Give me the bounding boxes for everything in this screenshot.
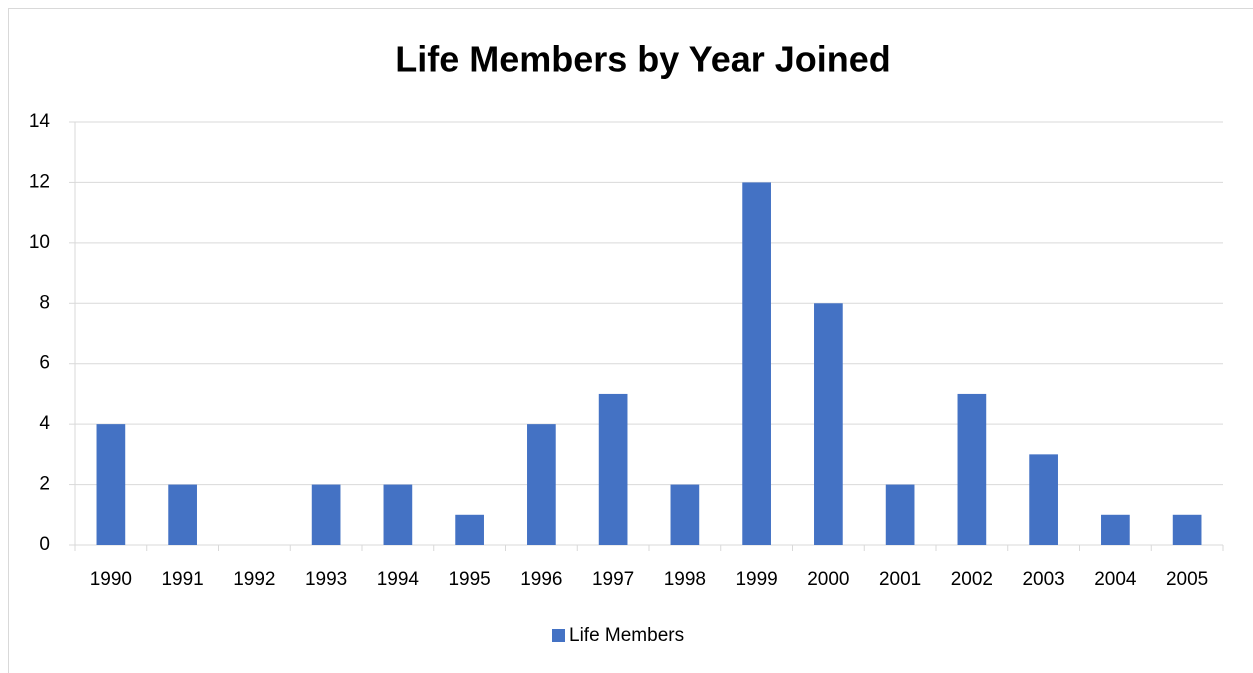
bar bbox=[1029, 454, 1058, 545]
x-tick-label: 1999 bbox=[735, 569, 777, 590]
x-tick-label: 1996 bbox=[520, 569, 562, 590]
y-tick-label: 4 bbox=[39, 413, 50, 434]
x-tick-label: 1992 bbox=[233, 569, 275, 590]
x-tick-label: 2002 bbox=[951, 569, 993, 590]
x-tick-label: 2000 bbox=[807, 569, 849, 590]
bar bbox=[957, 393, 987, 545]
x-tick-label: 1990 bbox=[90, 569, 132, 590]
x-tick-label: 1995 bbox=[448, 569, 490, 590]
x-tick-label: 1998 bbox=[664, 569, 706, 590]
bar bbox=[1172, 514, 1202, 545]
bar bbox=[885, 484, 915, 545]
x-tick-label: 2001 bbox=[879, 569, 921, 590]
bar bbox=[1101, 514, 1130, 545]
x-tick-label: 2003 bbox=[1022, 569, 1064, 590]
x-tick-label: 1994 bbox=[377, 569, 420, 590]
y-tick-label: 10 bbox=[29, 232, 50, 253]
bar bbox=[96, 424, 126, 545]
bar bbox=[455, 514, 484, 545]
bar bbox=[383, 484, 413, 545]
bar bbox=[598, 393, 628, 545]
bar bbox=[814, 303, 843, 545]
x-tick-label: 1991 bbox=[161, 569, 203, 590]
chart-title: Life Members by Year Joined bbox=[395, 39, 891, 80]
legend-swatch bbox=[552, 629, 565, 642]
y-tick-label: 2 bbox=[39, 474, 50, 495]
x-tick-label: 2004 bbox=[1094, 569, 1137, 590]
y-tick-label: 8 bbox=[39, 292, 50, 313]
legend-label: Life Members bbox=[569, 625, 684, 646]
x-tick-label: 1993 bbox=[305, 569, 347, 590]
y-tick-label: 6 bbox=[39, 353, 50, 374]
bar bbox=[742, 182, 771, 545]
y-tick-label: 12 bbox=[29, 171, 50, 192]
bar bbox=[527, 424, 556, 545]
x-tick-label: 2005 bbox=[1166, 569, 1208, 590]
chart-frame bbox=[8, 8, 1253, 673]
bar bbox=[670, 484, 700, 545]
bar bbox=[311, 484, 341, 545]
x-tick-label: 1997 bbox=[592, 569, 634, 590]
y-tick-label: 14 bbox=[29, 111, 51, 132]
bar bbox=[168, 484, 197, 545]
y-tick-label: 0 bbox=[39, 534, 50, 555]
